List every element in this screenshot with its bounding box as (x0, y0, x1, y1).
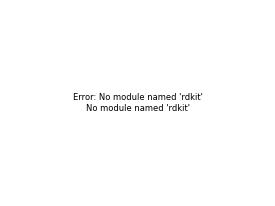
Text: Error: No module named 'rdkit'
No module named 'rdkit': Error: No module named 'rdkit' No module… (73, 93, 202, 113)
